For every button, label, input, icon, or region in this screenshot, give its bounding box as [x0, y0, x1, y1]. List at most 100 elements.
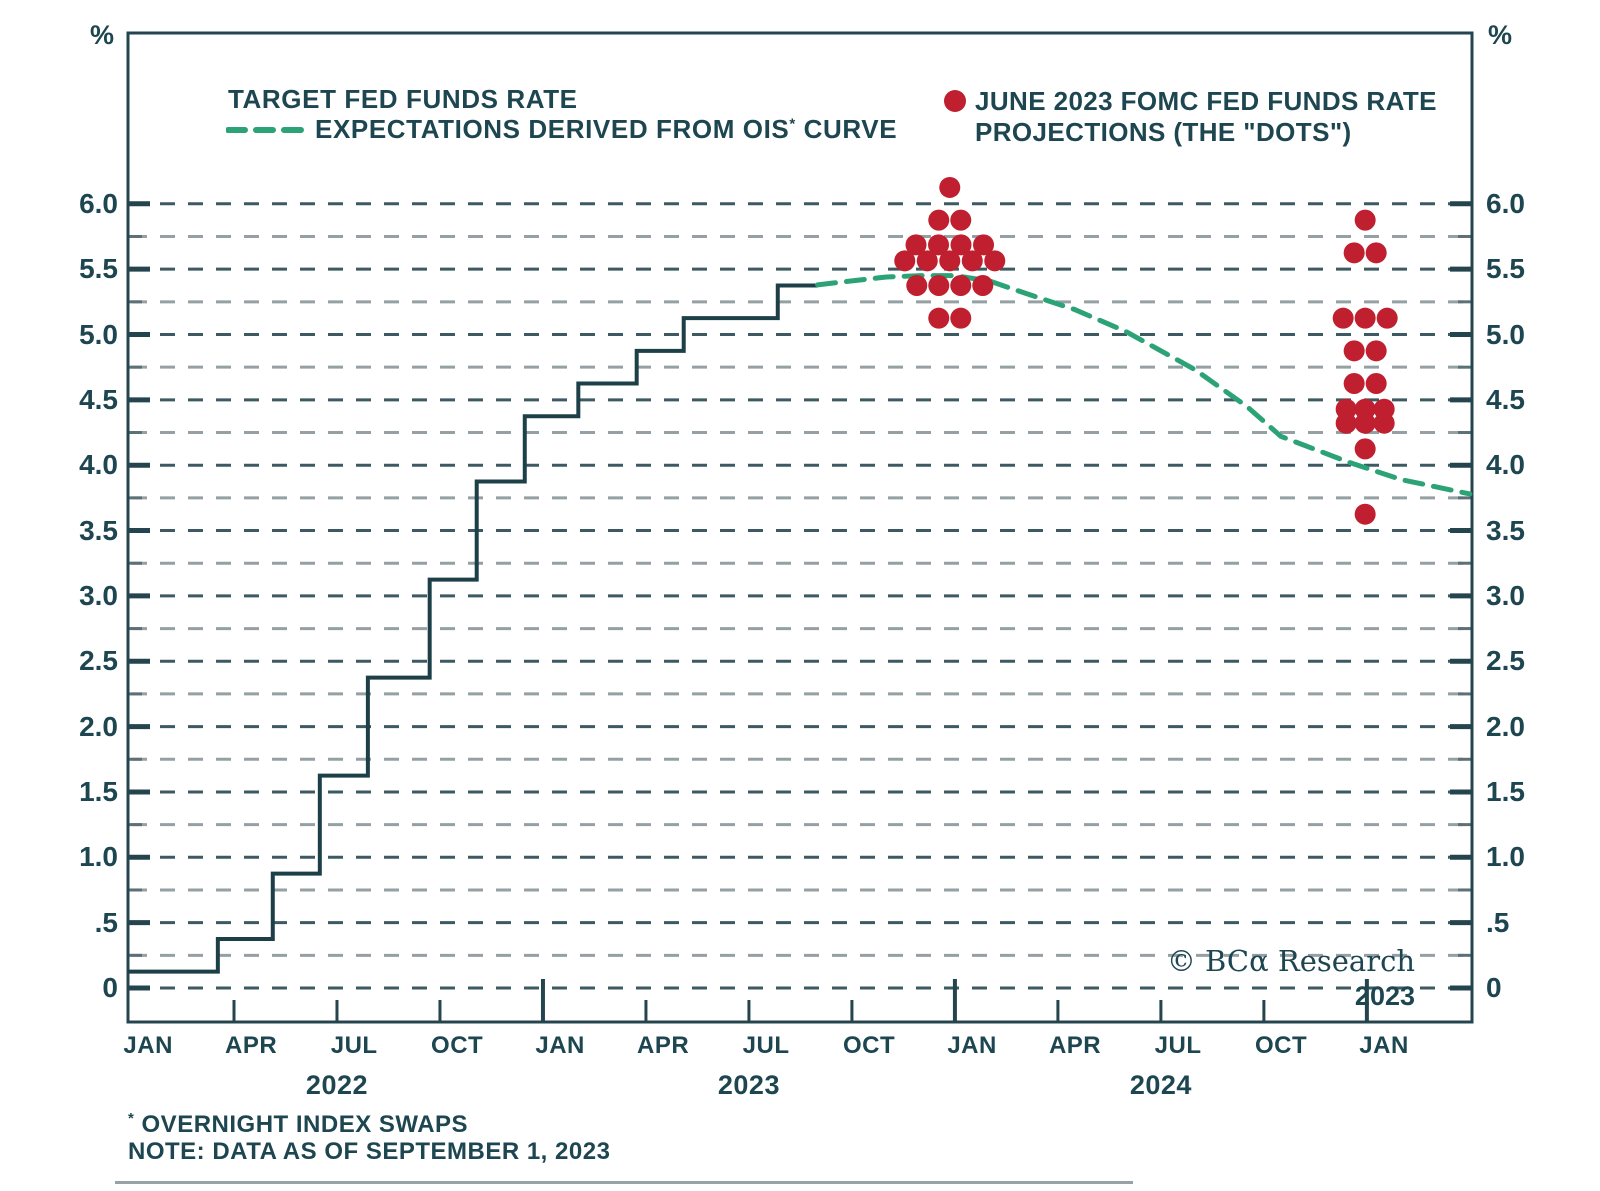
copyright-notice: © BCα Research 2023 — [1100, 944, 1415, 1012]
fomc-dot — [928, 307, 950, 329]
fomc-dot — [1343, 340, 1365, 362]
fomc-dot — [939, 176, 961, 198]
y-axis-label-right: .5 — [1486, 906, 1510, 938]
fomc-dot — [1354, 412, 1376, 434]
y-axis-ticks — [128, 201, 1472, 991]
x-axis-month-label: OCT — [1254, 1032, 1308, 1059]
footnote-asterisk: * — [128, 1110, 135, 1127]
fomc-dot — [1365, 373, 1387, 395]
y-axis-label-left: 5.0 — [79, 318, 118, 350]
legend-ois-dash-icon — [225, 122, 307, 138]
y-axis-label-left: 6.0 — [79, 187, 118, 219]
legend-fomc-dots-label: JUNE 2023 FOMC FED FUNDS RATE PROJECTION… — [975, 86, 1455, 148]
legend-red-dot-icon — [944, 90, 966, 112]
y-axis-unit-right: % — [1488, 20, 1513, 50]
fomc-dot — [961, 250, 983, 272]
fomc-dot — [1365, 242, 1387, 264]
x-axis-month-label: JAN — [1359, 1032, 1409, 1059]
y-axis-label-left: 3.5 — [79, 514, 118, 546]
legend-ois-text-curve: CURVE — [795, 114, 898, 144]
gridlines — [132, 202, 1469, 990]
fomc-dots-cluster-2024 — [1332, 209, 1398, 525]
fomc-dot — [1373, 412, 1395, 434]
fomc-dot — [1354, 503, 1376, 525]
y-axis-label-left: 0 — [102, 972, 118, 1003]
fomc-dot — [950, 234, 972, 256]
fomc-dot — [1354, 438, 1376, 460]
target-fed-funds-step-line — [128, 283, 818, 974]
y-axis-label-right: 5.5 — [1486, 253, 1525, 285]
y-axis-label-left: 1.0 — [79, 841, 118, 873]
legend-ois-asterisk: * — [789, 115, 796, 133]
fomc-dot — [950, 307, 972, 329]
y-axis-label-left: 1.5 — [79, 775, 118, 807]
x-axis-month-label: JAN — [123, 1032, 173, 1059]
fomc-dot — [973, 234, 995, 256]
ois-expectations-dashed-curve — [815, 273, 1473, 497]
x-axis-month-label: JAN — [535, 1032, 585, 1059]
copyright-year: 2023 — [1354, 981, 1415, 1011]
y-axis-unit-left: % — [90, 20, 115, 50]
fomc-dot — [984, 250, 1006, 272]
fomc-dot — [972, 274, 994, 296]
bottom-divider-line — [115, 1181, 1133, 1184]
x-axis-month-label: JUL — [330, 1032, 378, 1059]
y-axis-label-left: 2.0 — [79, 710, 118, 742]
y-axis-label-right: 1.0 — [1486, 841, 1525, 873]
fomc-dot — [1354, 307, 1376, 329]
y-axis-label-right: 4.5 — [1486, 383, 1525, 415]
x-axis-month-label: JAN — [947, 1032, 997, 1059]
fomc-dot — [950, 274, 972, 296]
y-axis-label-right: 4.0 — [1486, 449, 1525, 481]
footnote-data-as-of: NOTE: DATA AS OF SEPTEMBER 1, 2023 — [128, 1138, 611, 1165]
x-axis-month-label: JUL — [1154, 1032, 1202, 1059]
fomc-dot — [928, 209, 950, 231]
x-axis-month-label: APR — [637, 1032, 690, 1059]
y-axis-label-right: 6.0 — [1486, 187, 1525, 219]
y-axis-label-left: 3.0 — [79, 579, 118, 611]
copyright-text: © BCα Research — [1166, 944, 1415, 978]
fomc-dots-cluster-2023 — [894, 176, 1006, 329]
x-axis-ticks — [232, 979, 1369, 1022]
fomc-dot — [928, 234, 950, 256]
plot-border — [126, 31, 1474, 1024]
y-axis-label-right: 1.5 — [1486, 775, 1525, 807]
y-axis-label-left: .5 — [94, 906, 118, 938]
y-axis-label-left: 2.5 — [79, 645, 118, 677]
footnote-ois-text: OVERNIGHT INDEX SWAPS — [134, 1111, 469, 1138]
y-axis-label-right: 0 — [1486, 972, 1502, 1003]
x-axis-month-label: OCT — [431, 1032, 484, 1059]
x-axis-year-label: 2024 — [1129, 1070, 1192, 1100]
fomc-dot — [1335, 412, 1357, 434]
legend-fomc-dots-line1: JUNE 2023 FOMC FED FUNDS RATE — [975, 86, 1437, 116]
fomc-dot — [1376, 307, 1398, 329]
x-axis-year-label: 2023 — [717, 1070, 780, 1100]
fomc-dot — [1343, 242, 1365, 264]
legend-target-fed-funds-label: TARGET FED FUNDS RATE — [228, 84, 578, 114]
x-axis-month-label: JUL — [742, 1032, 790, 1059]
fomc-dot — [905, 234, 927, 256]
fomc-dot — [894, 250, 916, 272]
y-axis-label-right: 2.5 — [1486, 645, 1525, 677]
fomc-dot — [916, 250, 938, 272]
fomc-dot — [1365, 340, 1387, 362]
y-axis-label-right: 3.5 — [1486, 514, 1525, 546]
fomc-dot — [950, 209, 972, 231]
y-axis-label-right: 3.0 — [1486, 579, 1525, 611]
legend-fomc-dots-line2: PROJECTIONS (THE "DOTS") — [975, 117, 1352, 147]
legend-ois-text: EXPECTATIONS DERIVED FROM OIS — [315, 114, 790, 144]
fomc-dot — [928, 274, 950, 296]
y-axis-label-left: 5.5 — [79, 253, 118, 285]
x-axis-month-label: APR — [225, 1032, 278, 1059]
fomc-dot — [1354, 209, 1376, 231]
y-axis-label-right: 2.0 — [1486, 710, 1525, 742]
y-axis-label-left: 4.5 — [79, 383, 118, 415]
fomc-dot — [939, 250, 961, 272]
fomc-dot — [1343, 373, 1365, 395]
fomc-dot — [906, 274, 928, 296]
x-axis-month-label: OCT — [843, 1032, 896, 1059]
y-axis-label-left: 4.0 — [79, 449, 118, 481]
y-axis-label-right: 5.0 — [1486, 318, 1525, 350]
